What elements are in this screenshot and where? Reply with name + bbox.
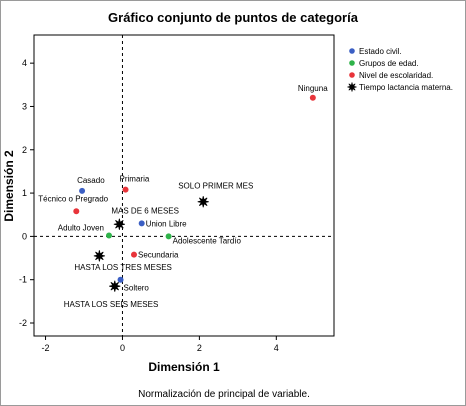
point-ninguna	[309, 94, 316, 101]
point-hasta-los-seis-meses	[109, 280, 121, 292]
point-casado	[79, 187, 86, 194]
legend-label-tiempo-lactancia-materna: Tiempo lactancia materna.	[359, 83, 453, 92]
x-tick-label: -2	[42, 343, 50, 353]
label-casado: Casado	[77, 176, 105, 185]
y-tick-label: 0	[22, 231, 27, 241]
y-tick-label: 2	[22, 145, 27, 155]
label-hasta-los-tres-meses: HASTA LOS TRES MESES	[74, 263, 172, 272]
chart-title: Gráfico conjunto de puntos de categoría	[108, 10, 359, 25]
x-axis-ticks: -2 0 2 4	[42, 336, 279, 353]
point-secundaria	[131, 251, 137, 258]
label-soltero: Soltero	[124, 284, 150, 293]
x-tick-label: 2	[197, 343, 202, 353]
x-tick-label: 4	[274, 343, 279, 353]
y-tick-label: -1	[19, 275, 27, 285]
label-primaria: Primaria	[120, 175, 150, 184]
legend-marker-nivel-de-escolaridad	[349, 72, 355, 78]
point-hasta-los-tres-meses	[93, 250, 105, 262]
label-adolescente-tardio: Adolescente Tardío	[173, 236, 242, 245]
point-adolescente-tardio	[165, 233, 172, 240]
point-soltero	[117, 276, 124, 283]
point-primaria	[122, 186, 129, 193]
y-axis-ticks: -2 -1 0 1 2 3 4	[19, 58, 34, 328]
label-adulto-joven: Adulto Joven	[58, 224, 104, 233]
legend-label-nivel-de-escolaridad: Nivel de escolaridad.	[359, 71, 433, 80]
point-mas-de-6-meses	[113, 218, 125, 230]
point-tecnico-o-pregrado	[73, 208, 80, 215]
legend: Estado civil. Grupos de edad. Nivel de esc…	[347, 47, 453, 92]
label-union-libre: Union Libre	[146, 219, 187, 228]
y-tick-label: 3	[22, 101, 27, 111]
label-secundaria: Secundaria	[138, 251, 179, 260]
legend-marker-estado-civil	[349, 48, 355, 54]
point-adulto-joven	[106, 232, 112, 239]
legend-label-grupos-de-edad: Grupos de edad.	[359, 59, 419, 68]
legend-marker-grupos-de-edad	[349, 60, 355, 66]
point-solo-primer-mes	[197, 196, 209, 208]
label-mas-de-6-meses: MAS DE 6 MESES	[111, 206, 179, 215]
footnote: Normalización de principal de variable.	[138, 389, 310, 400]
data-points	[73, 94, 316, 292]
y-tick-label: 1	[22, 188, 27, 198]
plot-area	[33, 34, 335, 337]
label-ninguna: Ninguna	[298, 84, 328, 93]
label-hasta-los-seis-meses: HASTA LOS SEIS MESES	[64, 300, 159, 309]
reference-lines	[34, 35, 334, 336]
label-tecnico-o-pregrado: Técnico o Pregrado	[38, 194, 108, 203]
label-solo-primer-mes: SOLO PRIMER MES	[178, 182, 253, 191]
y-tick-label: 4	[22, 58, 27, 68]
legend-marker-tiempo-lactancia-materna	[347, 82, 357, 92]
y-axis-label: Dimensión 2	[2, 150, 16, 222]
legend-label-estado-civil: Estado civil.	[359, 47, 402, 56]
x-axis-label: Dimensión 1	[148, 360, 220, 374]
x-tick-label: 0	[120, 343, 125, 353]
y-tick-label: -2	[19, 318, 27, 328]
point-union-libre	[138, 220, 145, 227]
point-labels: Casado Union Libre Soltero Adulto Joven Adol…	[38, 84, 328, 309]
